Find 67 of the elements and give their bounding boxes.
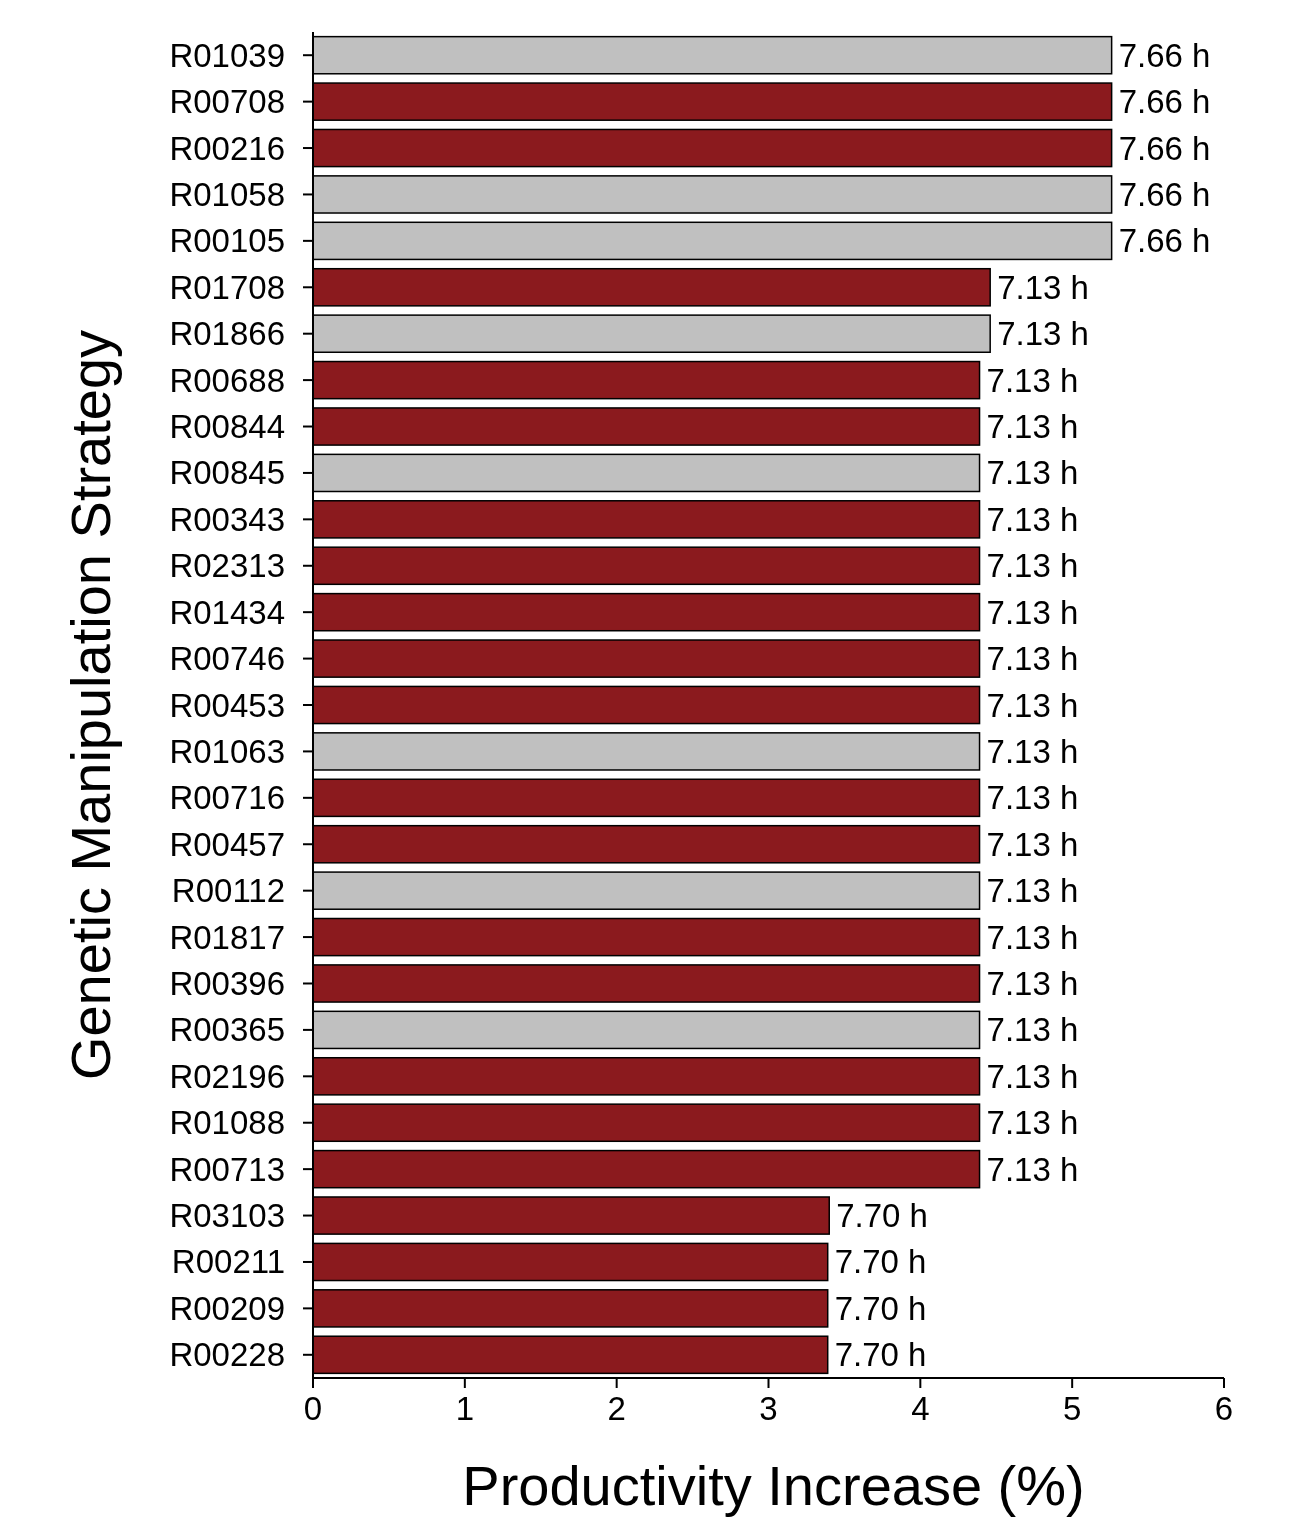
x-tick-label: 2 — [607, 1390, 626, 1427]
y-tick-label: R03103 — [169, 1197, 285, 1235]
y-tick-label: R00746 — [169, 640, 285, 678]
y-tick-label: R01708 — [169, 268, 285, 306]
y-tick-label: R00716 — [169, 779, 285, 817]
annotation: 7.70 h — [836, 1197, 928, 1235]
y-tick-label: R02196 — [169, 1057, 285, 1095]
annotation: 7.13 h — [986, 454, 1079, 492]
annotation: 7.13 h — [986, 872, 1079, 910]
y-tick-label: R01039 — [169, 36, 285, 74]
annotation: 7.13 h — [986, 500, 1079, 538]
y-tick-label: R00688 — [169, 361, 285, 399]
y-tick-label: R00112 — [171, 872, 285, 910]
x-tick-label: 1 — [455, 1390, 475, 1427]
y-tick-label: R00105 — [169, 222, 285, 260]
y-tick-label: R01817 — [169, 918, 285, 956]
annotation: 7.13 h — [986, 779, 1079, 817]
annotation: 7.13 h — [997, 315, 1089, 353]
annotation: 7.13 h — [986, 1150, 1079, 1188]
y-tick-label: R00845 — [169, 454, 285, 492]
annotation: 7.66 h — [1118, 129, 1211, 167]
y-tick-label: R00453 — [169, 686, 285, 724]
y-tick-label: R00365 — [169, 1011, 285, 1049]
y-tick-label: R00228 — [169, 1336, 285, 1374]
x-tick-label: 0 — [303, 1390, 323, 1427]
annotation: 7.70 h — [834, 1289, 927, 1327]
annotation: 7.13 h — [986, 732, 1079, 770]
annotation: 7.66 h — [1118, 175, 1211, 213]
annotation: 7.13 h — [986, 593, 1079, 631]
y-tick-label: R00209 — [169, 1289, 285, 1327]
annotation: 7.13 h — [986, 408, 1079, 446]
x-tick-label: 6 — [1214, 1390, 1234, 1427]
y-tick-label: R01088 — [169, 1104, 285, 1142]
y-tick-label: R00457 — [169, 825, 285, 863]
y-tick-label: R00708 — [169, 83, 285, 121]
annotation: 7.13 h — [997, 268, 1089, 306]
y-tick-label: R01058 — [169, 175, 285, 213]
x-tick-label: 4 — [911, 1390, 930, 1427]
annotation: 7.13 h — [986, 547, 1079, 585]
annotation: 7.13 h — [986, 640, 1079, 678]
annotation: 7.70 h — [834, 1336, 927, 1374]
y-axis-title: Genetic Manipulation Strategy — [59, 329, 122, 1081]
y-tick-label: R00216 — [169, 129, 285, 167]
annotation: 7.13 h — [986, 1057, 1079, 1095]
annotation: 7.66 h — [1118, 222, 1211, 260]
x-tick-label: 5 — [1062, 1390, 1082, 1427]
annotation: 7.66 h — [1118, 36, 1211, 74]
y-tick-label: R01866 — [169, 315, 285, 353]
annotation: 7.13 h — [986, 686, 1079, 724]
x-axis-title: Productivity Increase (%) — [462, 1454, 1085, 1517]
y-tick-label: R00211 — [171, 1243, 285, 1281]
y-tick-label: R00844 — [169, 408, 285, 446]
annotation: 7.66 h — [1118, 83, 1211, 121]
y-tick-label: R00343 — [169, 500, 285, 538]
annotation: 7.13 h — [986, 964, 1079, 1002]
annotation: 7.13 h — [986, 918, 1079, 956]
annotation: 7.70 h — [834, 1243, 927, 1281]
y-tick-label: R01063 — [169, 732, 285, 770]
annotation: 7.13 h — [986, 361, 1079, 399]
y-tick-label: R00396 — [169, 964, 285, 1002]
y-tick-label: R00713 — [169, 1150, 285, 1188]
annotation: 7.13 h — [986, 1011, 1079, 1049]
x-tick-label: 3 — [759, 1390, 778, 1427]
y-tick-label: R02313 — [169, 547, 285, 585]
annotation: 7.13 h — [986, 1104, 1079, 1142]
annotation: 7.13 h — [986, 825, 1079, 863]
y-tick-label: R01434 — [169, 593, 285, 631]
